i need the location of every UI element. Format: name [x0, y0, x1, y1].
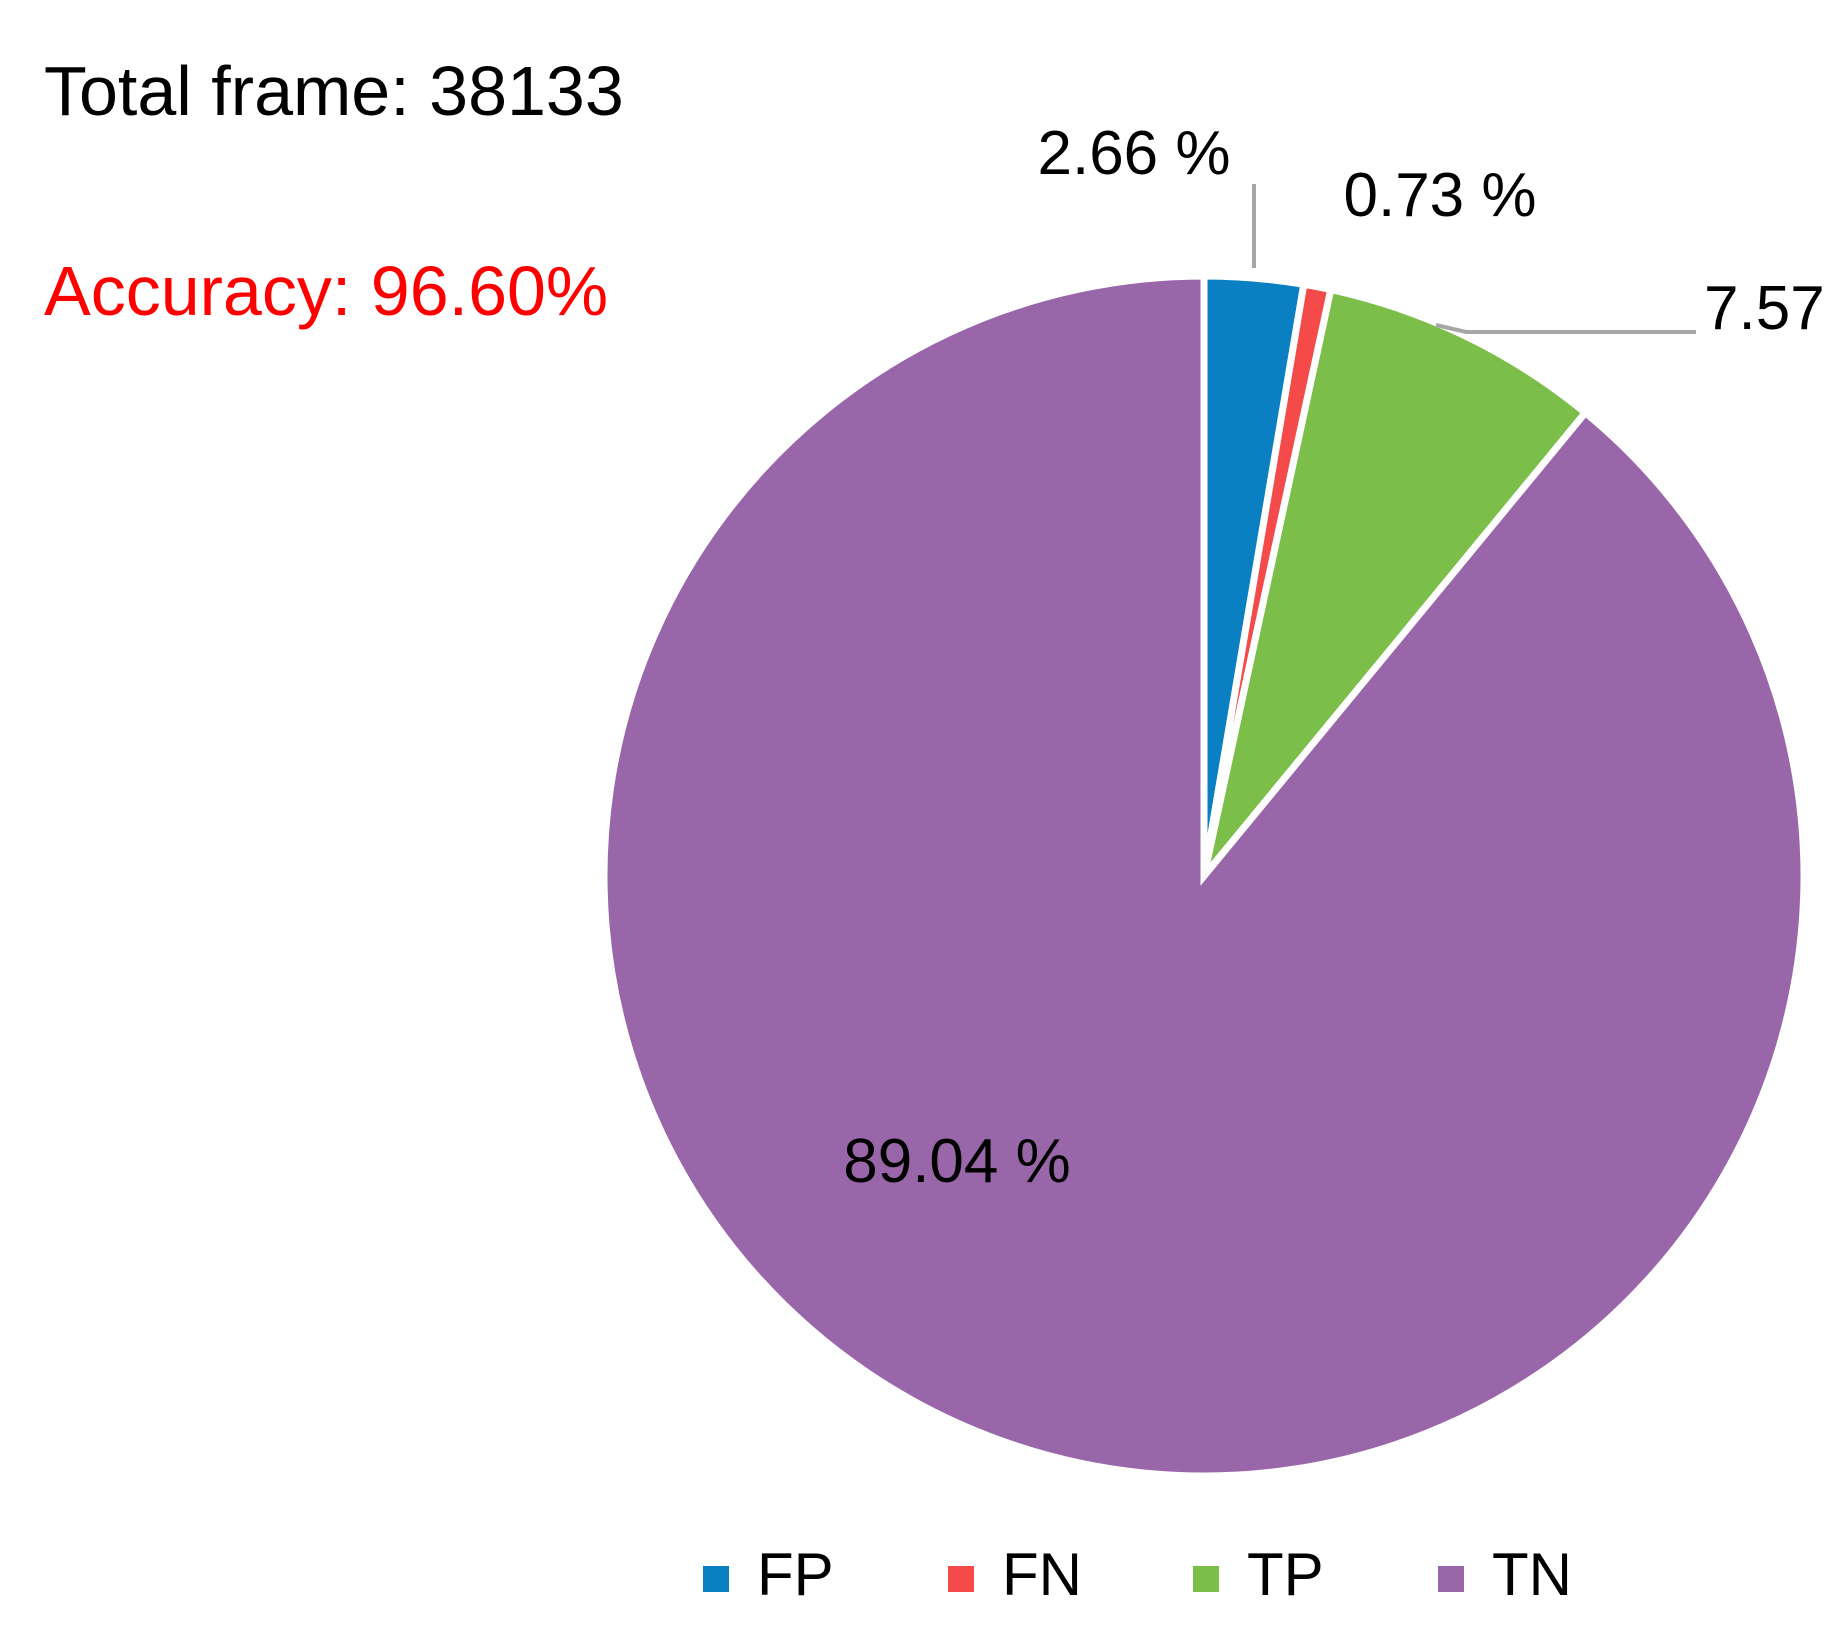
legend-label-fn: FN: [1002, 1541, 1082, 1608]
pie-slices: [600, 272, 1808, 1480]
legend-item-tn: TN: [1438, 1541, 1572, 1608]
legend-swatch-fp: [703, 1566, 729, 1592]
data-labels: 2.66 % 0.73 % 7.57 % 89.04 %: [843, 119, 1833, 1196]
data-label-fn: 0.73 %: [1343, 161, 1536, 230]
data-label-tn: 89.04 %: [843, 1127, 1071, 1196]
legend-label-tp: TP: [1247, 1541, 1324, 1608]
legend-item-fp: FP: [703, 1541, 834, 1608]
accuracy-annotation: Accuracy: 96.60%: [44, 252, 608, 330]
slice-tp: [1200, 285, 1591, 879]
legend-swatch-tp: [1193, 1566, 1219, 1592]
legend: FP FN TP TN: [703, 1541, 1572, 1608]
leader-line-tp: [1435, 323, 1696, 334]
legend-item-tp: TP: [1193, 1541, 1324, 1608]
leader-lines: [1252, 184, 1696, 334]
data-label-fp: 2.66 %: [1037, 119, 1230, 188]
total-frame-annotation: Total frame: 38133: [44, 52, 624, 130]
data-label-tp: 7.57 %: [1704, 274, 1833, 343]
legend-label-fp: FP: [757, 1541, 834, 1608]
legend-label-tn: TN: [1492, 1541, 1572, 1608]
legend-swatch-tn: [1438, 1566, 1464, 1592]
slice-tn: [600, 272, 1808, 1480]
legend-swatch-fn: [948, 1566, 974, 1592]
legend-item-fn: FN: [948, 1541, 1082, 1608]
